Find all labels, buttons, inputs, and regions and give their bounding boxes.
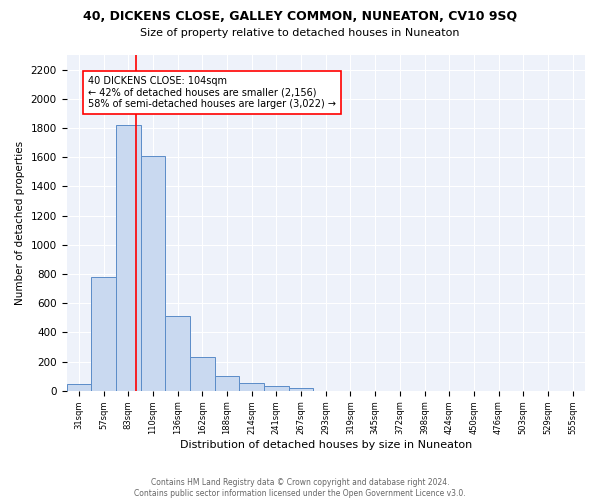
Bar [116, 125, 140, 391]
Bar [165, 316, 190, 391]
Bar [91, 277, 116, 391]
Bar [67, 384, 91, 391]
Y-axis label: Number of detached properties: Number of detached properties [15, 141, 25, 305]
Text: Contains HM Land Registry data © Crown copyright and database right 2024.
Contai: Contains HM Land Registry data © Crown c… [134, 478, 466, 498]
X-axis label: Distribution of detached houses by size in Nuneaton: Distribution of detached houses by size … [179, 440, 472, 450]
Bar [239, 383, 264, 391]
Bar [215, 376, 239, 391]
Bar [264, 386, 289, 391]
Text: 40, DICKENS CLOSE, GALLEY COMMON, NUNEATON, CV10 9SQ: 40, DICKENS CLOSE, GALLEY COMMON, NUNEAT… [83, 10, 517, 23]
Bar [289, 388, 313, 391]
Bar [190, 358, 215, 391]
Text: Size of property relative to detached houses in Nuneaton: Size of property relative to detached ho… [140, 28, 460, 38]
Bar [140, 156, 165, 391]
Text: 40 DICKENS CLOSE: 104sqm
← 42% of detached houses are smaller (2,156)
58% of sem: 40 DICKENS CLOSE: 104sqm ← 42% of detach… [88, 76, 336, 110]
